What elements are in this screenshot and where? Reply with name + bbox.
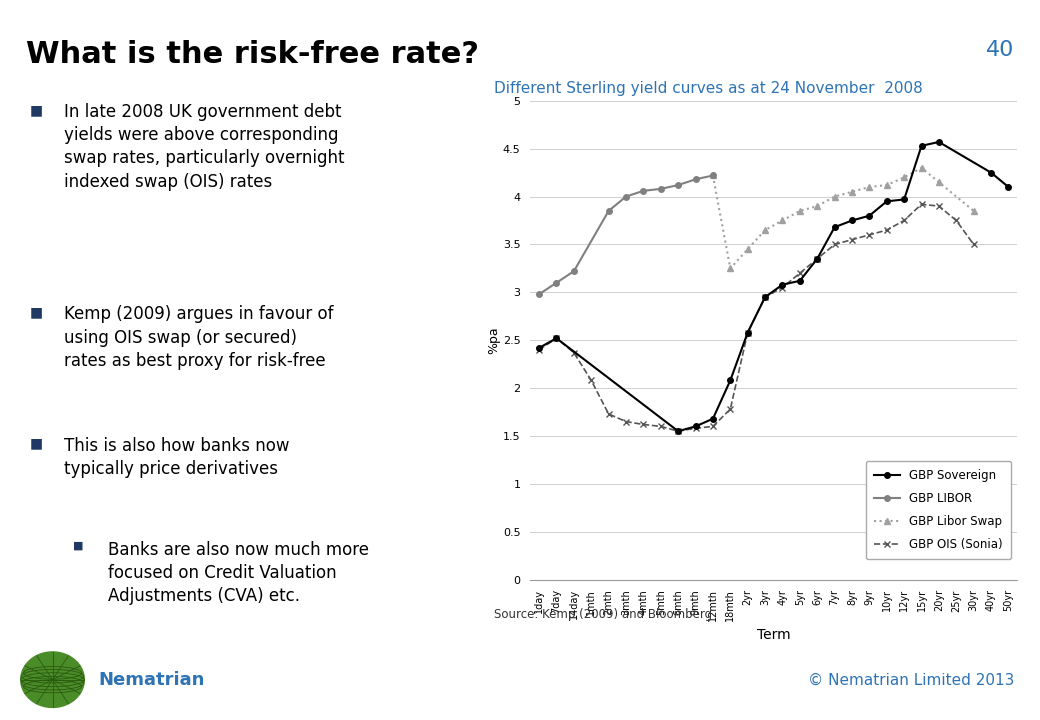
GBP OIS (Sonia)	[620, 418, 632, 426]
GBP Sovereign	[828, 223, 840, 232]
GBP Sovereign	[898, 195, 910, 204]
GBP Libor Swap	[967, 207, 980, 215]
GBP LIBOR	[690, 175, 702, 184]
GBP LIBOR	[532, 290, 545, 299]
GBP Sovereign	[759, 293, 772, 302]
GBP LIBOR	[620, 192, 632, 201]
Text: This is also how banks now
typically price derivatives: This is also how banks now typically pri…	[64, 436, 290, 478]
GBP Libor Swap	[707, 171, 720, 180]
GBP OIS (Sonia)	[933, 202, 945, 210]
GBP Sovereign	[985, 168, 997, 177]
GBP LIBOR	[550, 279, 563, 287]
GBP LIBOR	[707, 171, 720, 180]
GBP OIS (Sonia)	[654, 422, 667, 431]
GBP Sovereign	[1003, 183, 1015, 192]
Text: Nematrian: Nematrian	[99, 671, 205, 690]
GBP OIS (Sonia)	[811, 254, 824, 263]
Text: Kemp (2009) argues in favour of
using OIS swap (or secured)
rates as best proxy : Kemp (2009) argues in favour of using OI…	[64, 305, 334, 370]
GBP Sovereign	[881, 197, 893, 206]
Text: Source: Kemp (2009) and Bloomberg: Source: Kemp (2009) and Bloomberg	[494, 608, 712, 621]
GBP OIS (Sonia)	[742, 328, 754, 337]
GBP LIBOR	[568, 267, 580, 276]
Legend: GBP Sovereign, GBP LIBOR, GBP Libor Swap, GBP OIS (Sonia): GBP Sovereign, GBP LIBOR, GBP Libor Swap…	[865, 461, 1011, 559]
GBP OIS (Sonia)	[584, 376, 597, 384]
Text: ■: ■	[73, 541, 83, 551]
GBP Sovereign	[933, 138, 945, 146]
GBP OIS (Sonia)	[707, 422, 720, 431]
Line: GBP LIBOR: GBP LIBOR	[537, 173, 716, 297]
GBP OIS (Sonia)	[602, 410, 615, 418]
GBP OIS (Sonia)	[828, 240, 840, 248]
GBP OIS (Sonia)	[915, 200, 928, 209]
GBP OIS (Sonia)	[550, 334, 563, 343]
Line: GBP Sovereign: GBP Sovereign	[537, 139, 1011, 434]
Text: What is the risk-free rate?: What is the risk-free rate?	[26, 40, 479, 68]
GBP OIS (Sonia)	[846, 235, 858, 244]
GBP Sovereign	[550, 334, 563, 343]
Y-axis label: %pa: %pa	[487, 326, 500, 354]
Text: 40: 40	[986, 40, 1014, 60]
GBP Sovereign	[532, 343, 545, 352]
GBP OIS (Sonia)	[898, 216, 910, 225]
GBP Sovereign	[776, 280, 788, 289]
GBP LIBOR	[602, 207, 615, 215]
GBP Sovereign	[742, 328, 754, 337]
GBP OIS (Sonia)	[967, 240, 980, 248]
GBP Sovereign	[724, 376, 736, 384]
Line: GBP OIS (Sonia): GBP OIS (Sonia)	[536, 201, 978, 435]
GBP Libor Swap	[776, 216, 788, 225]
Polygon shape	[21, 652, 84, 708]
GBP LIBOR	[638, 186, 650, 195]
GBP Sovereign	[794, 276, 806, 285]
GBP OIS (Sonia)	[724, 405, 736, 413]
Line: GBP Libor Swap: GBP Libor Swap	[709, 164, 978, 272]
GBP OIS (Sonia)	[690, 424, 702, 433]
GBP Sovereign	[846, 216, 858, 225]
GBP OIS (Sonia)	[776, 283, 788, 292]
GBP Sovereign	[672, 427, 684, 436]
GBP OIS (Sonia)	[568, 348, 580, 357]
X-axis label: Term: Term	[757, 629, 790, 642]
GBP Sovereign	[915, 142, 928, 150]
Text: © Nematrian Limited 2013: © Nematrian Limited 2013	[808, 673, 1014, 688]
GBP OIS (Sonia)	[863, 230, 876, 239]
GBP Libor Swap	[863, 183, 876, 192]
GBP OIS (Sonia)	[672, 427, 684, 436]
GBP Libor Swap	[724, 264, 736, 273]
GBP OIS (Sonia)	[759, 293, 772, 302]
GBP Libor Swap	[933, 178, 945, 186]
Text: ■: ■	[29, 103, 43, 117]
GBP Sovereign	[811, 254, 824, 263]
GBP Sovereign	[863, 212, 876, 220]
GBP Libor Swap	[759, 226, 772, 235]
GBP LIBOR	[672, 181, 684, 189]
GBP Libor Swap	[915, 163, 928, 172]
GBP Libor Swap	[846, 187, 858, 196]
Text: Different Sterling yield curves as at 24 November  2008: Different Sterling yield curves as at 24…	[494, 81, 922, 96]
GBP OIS (Sonia)	[881, 226, 893, 235]
Text: In late 2008 UK government debt
yields were above corresponding
swap rates, part: In late 2008 UK government debt yields w…	[64, 103, 345, 191]
Text: ■: ■	[29, 436, 43, 451]
GBP Libor Swap	[898, 173, 910, 181]
GBP Libor Swap	[794, 207, 806, 215]
GBP Sovereign	[690, 422, 702, 431]
GBP OIS (Sonia)	[794, 269, 806, 277]
GBP Libor Swap	[811, 202, 824, 210]
Text: ■: ■	[29, 305, 43, 319]
GBP Sovereign	[707, 415, 720, 423]
GBP OIS (Sonia)	[951, 216, 963, 225]
GBP Libor Swap	[828, 192, 840, 201]
GBP Libor Swap	[742, 245, 754, 253]
GBP Libor Swap	[881, 181, 893, 189]
GBP OIS (Sonia)	[638, 420, 650, 429]
Text: Banks are also now much more
focused on Credit Valuation
Adjustments (CVA) etc.: Banks are also now much more focused on …	[108, 541, 369, 606]
GBP LIBOR	[654, 184, 667, 193]
GBP OIS (Sonia)	[532, 346, 545, 354]
